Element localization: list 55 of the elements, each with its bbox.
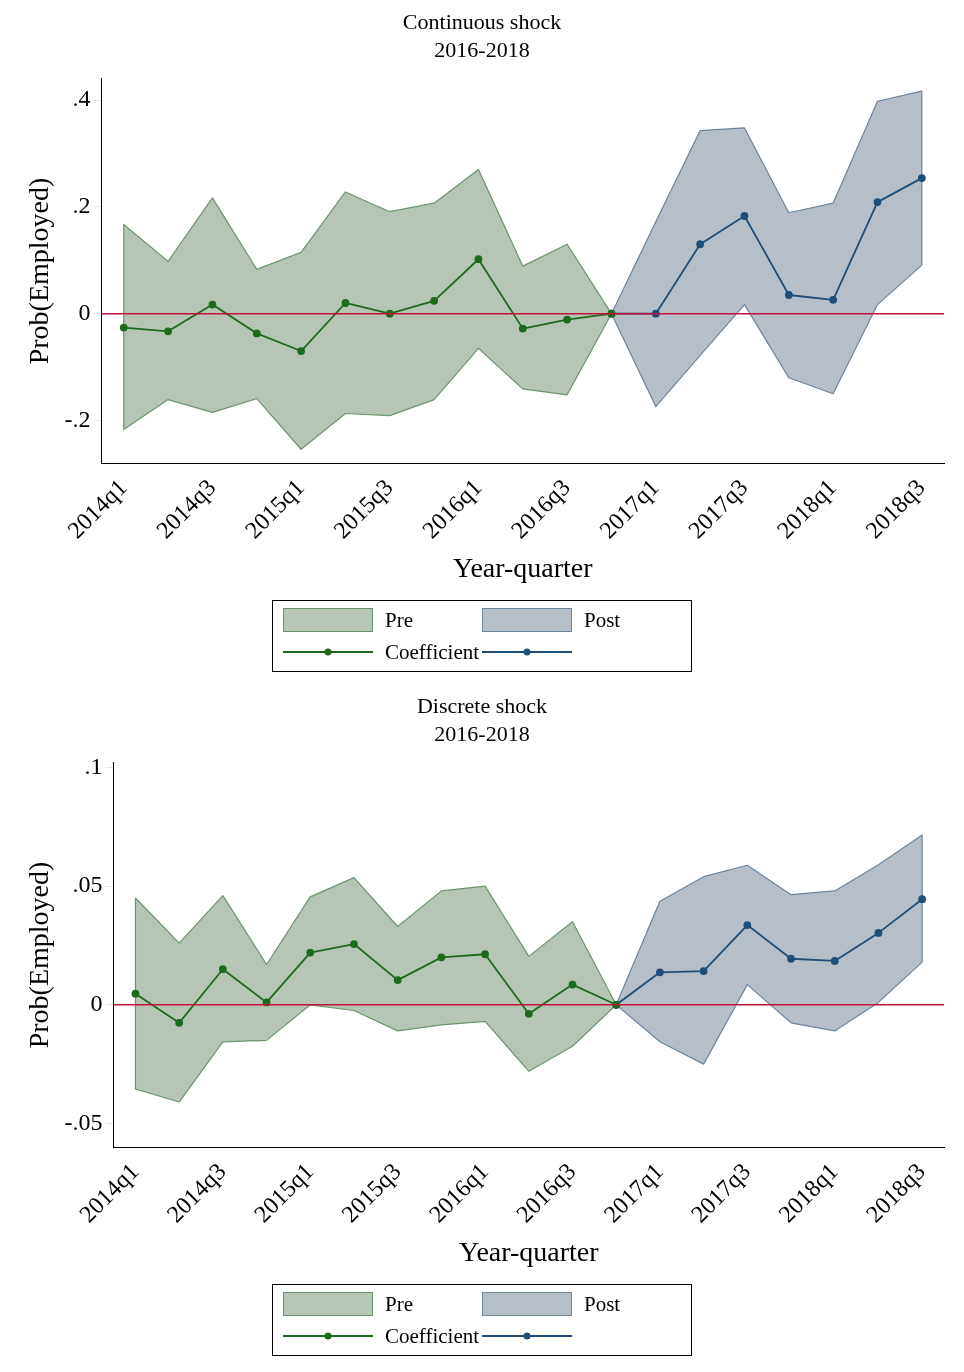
- x-axis-title: Year-quarter: [458, 1235, 600, 1267]
- point: [218, 965, 227, 974]
- y-tick-label: -.2: [64, 405, 91, 432]
- point: [252, 329, 261, 338]
- text: Post: [584, 1291, 621, 1317]
- y-tick-label: .05: [72, 871, 103, 898]
- point: [297, 347, 306, 355]
- point: [740, 212, 749, 220]
- y-tick-label: 0: [78, 298, 91, 325]
- y-tick-label: .2: [72, 192, 91, 219]
- point: [350, 940, 358, 948]
- point: [208, 300, 217, 309]
- point: [524, 1009, 533, 1018]
- point: [430, 296, 439, 305]
- point: [784, 291, 793, 299]
- point: [874, 929, 883, 937]
- point: [437, 953, 446, 962]
- point: [119, 323, 128, 332]
- point: [518, 324, 527, 333]
- chart-subtitle: 2016-2018: [434, 37, 530, 63]
- text: Pre: [385, 1291, 413, 1317]
- legend-label: Coefficient: [385, 1323, 480, 1349]
- point: [393, 976, 402, 985]
- point: [481, 950, 489, 959]
- point: [563, 315, 572, 324]
- point: [918, 895, 927, 904]
- y-tick-label: -.05: [64, 1108, 103, 1135]
- point: [696, 240, 705, 249]
- point: [474, 255, 483, 264]
- point: [341, 299, 350, 307]
- y-tick-label: .1: [84, 752, 103, 779]
- point: [699, 967, 708, 975]
- point: [656, 968, 664, 977]
- point: [829, 295, 838, 304]
- chart-subtitle: 2016-2018: [434, 721, 530, 747]
- point: [917, 174, 926, 182]
- point: [164, 327, 172, 336]
- point: [131, 989, 140, 998]
- y-axis-title: Prob(Employed): [23, 861, 55, 1049]
- point: [830, 956, 839, 965]
- y-axis-title: Prob(Employed): [23, 177, 55, 365]
- text: Post: [584, 607, 621, 633]
- point: [743, 921, 752, 929]
- y-tick-label: 0: [90, 990, 103, 1017]
- point: [306, 948, 315, 957]
- chart-title: Continuous shock: [402, 8, 562, 34]
- legend-label: Coefficient: [385, 639, 480, 665]
- point: [787, 954, 795, 963]
- x-axis-title: Year-quarter: [452, 551, 594, 583]
- y-tick-label: .4: [72, 85, 91, 112]
- point: [175, 1018, 184, 1027]
- chart-title: Discrete shock: [416, 692, 548, 718]
- point: [873, 198, 882, 206]
- text: Pre: [385, 607, 413, 633]
- point: [568, 980, 577, 989]
